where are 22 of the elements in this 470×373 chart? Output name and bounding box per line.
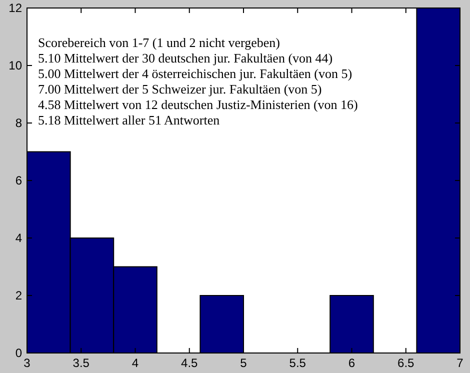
x-tick-label: 5.5 xyxy=(289,356,306,370)
x-tick-label: 3.5 xyxy=(72,356,90,370)
x-tick-label: 5 xyxy=(240,356,248,370)
x-tick-label: 4.5 xyxy=(181,356,198,370)
y-tick-label: 4 xyxy=(15,231,22,246)
y-tick-label: 6 xyxy=(15,174,22,188)
y-tick-label: 10 xyxy=(8,58,22,73)
annotation: Scorebereich von 1-7 (1 und 2 nicht vergeben) xyxy=(38,35,280,50)
annotation: 5.00 Mittelwert der 4 österreichischen jur. Fakultäen (von 5) xyxy=(38,66,352,81)
x-tick-label: 6 xyxy=(348,356,356,370)
annotation: 5.10 Mittelwert der 30 deutschen jur. Fakultäen (von 44) xyxy=(38,50,333,66)
y-tick-label: 8 xyxy=(15,116,22,130)
x-tick-label: 4 xyxy=(132,356,139,370)
x-tick-label: 7 xyxy=(456,356,464,370)
y-tick-label: 2 xyxy=(15,288,22,303)
y-tick-label: 12 xyxy=(8,1,22,16)
x-tick-label: 6.5 xyxy=(398,356,415,370)
annotation: 5.18 Mittelwert aller 51 Antworten xyxy=(38,112,220,128)
annotation: 4.58 Mittelwert von 12 deutschen Justiz-Ministerien (von 16) xyxy=(38,97,358,112)
x-tick-label: 3 xyxy=(24,356,31,370)
y-tick-label: 0 xyxy=(15,346,22,360)
annotation: 7.00 Mittelwert der 5 Schweizer jur. Fakultäen (von 5) xyxy=(38,82,322,96)
